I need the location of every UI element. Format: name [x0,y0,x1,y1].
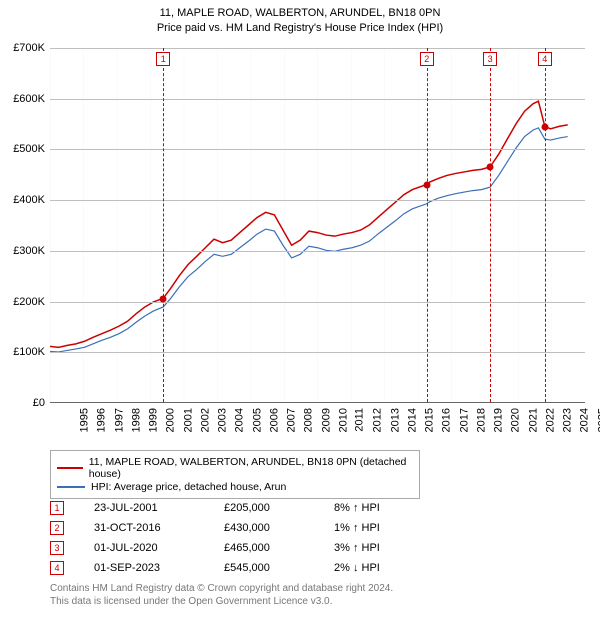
x-tick-label: 2016 [441,408,453,432]
chart-container: 11, MAPLE ROAD, WALBERTON, ARUNDEL, BN18… [0,0,600,620]
legend-row-1: 11, MAPLE ROAD, WALBERTON, ARUNDEL, BN18… [57,456,413,480]
x-tick-label: 2012 [372,408,384,432]
x-tick-label: 2014 [406,408,418,432]
event-delta: 1% ↑ HPI [334,522,414,534]
y-tick-label: £100K [13,346,45,358]
gridline [50,149,585,150]
event-marker: 1 [156,52,170,66]
title-block: 11, MAPLE ROAD, WALBERTON, ARUNDEL, BN18… [0,0,600,36]
event-delta: 2% ↓ HPI [334,562,414,574]
x-tick-label: 1996 [96,408,108,432]
x-tick-label: 1998 [130,408,142,432]
event-delta: 3% ↑ HPI [334,542,414,554]
x-tick-label: 2013 [389,408,401,432]
event-price: £430,000 [224,522,334,534]
x-tick-label: 2008 [303,408,315,432]
x-tick-label: 2000 [165,408,177,432]
event-row: 3 01-JUL-2020£465,0003% ↑ HPI [50,538,414,558]
y-tick-label: £200K [13,296,45,308]
x-tick-label: 2022 [544,408,556,432]
title-line2: Price paid vs. HM Land Registry's House … [0,21,600,36]
y-tick-label: £600K [13,93,45,105]
footer: Contains HM Land Registry data © Crown c… [50,582,393,608]
x-tick-label: 2004 [234,408,246,432]
x-tick-label: 2010 [337,408,349,432]
event-guideline [490,48,491,402]
event-marker: 2 [420,52,434,66]
legend-swatch-2 [57,486,85,488]
x-tick-label: 2024 [579,408,591,432]
event-point [487,164,494,171]
event-number: 4 [50,561,64,575]
line-svg [50,48,585,402]
x-tick-label: 1999 [148,408,160,432]
y-tick-label: £300K [13,245,45,257]
event-date: 23-JUL-2001 [94,502,224,514]
x-tick-label: 1997 [113,408,125,432]
x-tick-label: 2002 [199,408,211,432]
event-number: 1 [50,501,64,515]
x-tick-label: 2009 [320,408,332,432]
x-tick-label: 2001 [182,408,194,432]
y-tick-label: £400K [13,194,45,206]
event-marker: 4 [538,52,552,66]
y-tick-label: £700K [13,42,45,54]
event-price: £465,000 [224,542,334,554]
x-tick-label: 2017 [458,408,470,432]
legend-label-2: HPI: Average price, detached house, Arun [91,481,286,493]
events-table: 1 23-JUL-2001£205,0008% ↑ HPI 2 31-OCT-2016… [50,498,414,578]
event-date: 01-SEP-2023 [94,562,224,574]
x-tick-label: 2005 [251,408,263,432]
footer-line2: This data is licensed under the Open Gov… [50,595,393,608]
event-guideline [427,48,428,402]
event-date: 31-OCT-2016 [94,522,224,534]
gridline [50,352,585,353]
legend-label-1: 11, MAPLE ROAD, WALBERTON, ARUNDEL, BN18… [89,456,413,480]
gridline [50,251,585,252]
x-tick-label: 2006 [268,408,280,432]
x-tick-label: 2025 [596,408,600,432]
gridline [50,48,585,49]
y-tick-label: £0 [33,397,45,409]
event-guideline [545,48,546,402]
gridline [50,302,585,303]
x-tick-label: 2021 [527,408,539,432]
event-date: 01-JUL-2020 [94,542,224,554]
plot-area: 1 2 3 4 [50,48,585,403]
x-tick-label: 2019 [493,408,505,432]
event-point [160,296,167,303]
x-tick-label: 2011 [354,408,366,432]
x-tick-label: 2023 [562,408,574,432]
y-tick-label: £500K [13,143,45,155]
event-row: 2 31-OCT-2016£430,0001% ↑ HPI [50,518,414,538]
footer-line1: Contains HM Land Registry data © Crown c… [50,582,393,595]
x-tick-label: 2018 [475,408,487,432]
event-number: 3 [50,541,64,555]
gridline [50,99,585,100]
event-marker: 3 [483,52,497,66]
x-tick-label: 2020 [510,408,522,432]
x-tick-label: 2007 [286,408,298,432]
legend-row-2: HPI: Average price, detached house, Arun [57,481,413,493]
event-price: £205,000 [224,502,334,514]
event-delta: 8% ↑ HPI [334,502,414,514]
event-point [423,181,430,188]
event-row: 1 23-JUL-2001£205,0008% ↑ HPI [50,498,414,518]
event-price: £545,000 [224,562,334,574]
x-tick-label: 1995 [78,408,90,432]
legend-swatch-1 [57,467,83,469]
event-point [541,123,548,130]
event-guideline [163,48,164,402]
title-line1: 11, MAPLE ROAD, WALBERTON, ARUNDEL, BN18… [0,6,600,21]
gridline [50,200,585,201]
event-row: 4 01-SEP-2023£545,0002% ↓ HPI [50,558,414,578]
x-tick-label: 2015 [424,408,436,432]
legend: 11, MAPLE ROAD, WALBERTON, ARUNDEL, BN18… [50,450,420,499]
event-number: 2 [50,521,64,535]
x-tick-label: 2003 [217,408,229,432]
